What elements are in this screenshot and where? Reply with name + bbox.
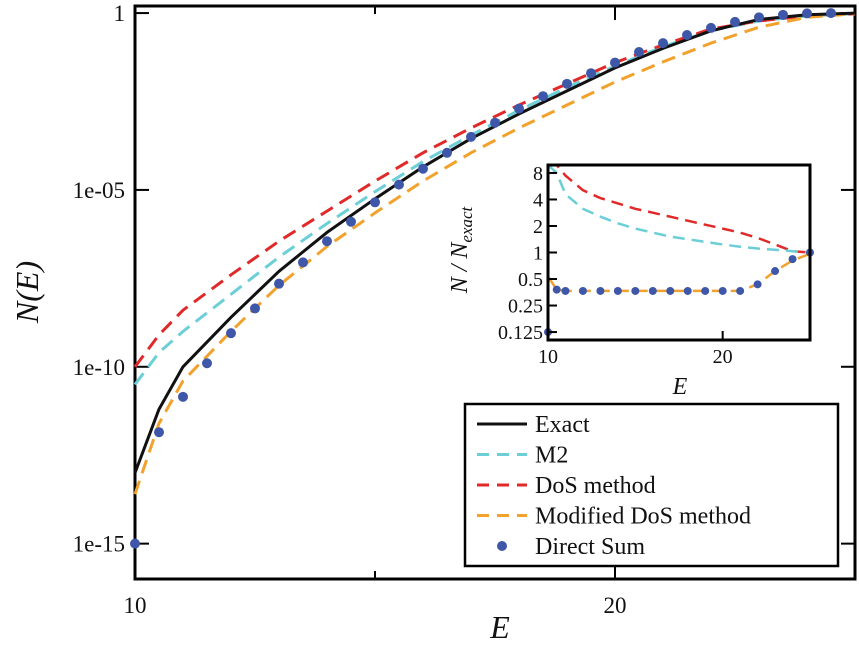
legend: Exact M2 DoS method Modified DoS method Dire… [477,412,751,560]
inset-direct-sum-point [753,280,762,289]
main-ytick-label-3: 1e-15 [73,532,125,557]
inset-direct-sum-point [788,255,797,264]
inset-xtick-label-1: 20 [713,346,733,368]
main-direct-sum-point [802,8,812,19]
legend-label-exact: Exact [535,412,590,438]
inset-direct-sum-point [701,286,710,295]
main-direct-sum-point [706,22,716,33]
legend-label-dos-method: DoS method [535,473,656,499]
main-direct-sum-point [370,197,380,208]
main-direct-sum-point [274,278,284,289]
main-direct-sum-point [682,30,692,41]
main-direct-sum-point [826,8,836,19]
main-direct-sum-point [130,538,140,549]
main-ylabel: N(E) [9,261,45,324]
inset-ytick-label-5: 0.25 [508,296,543,318]
inset-background [548,165,810,340]
inset-ytick-label-3: 1 [533,243,543,265]
main-direct-sum-point [514,103,524,114]
main-direct-sum-point [154,427,164,438]
inset-direct-sum-point [561,286,570,295]
main-direct-sum-point [178,391,188,402]
inset-direct-sum-point [596,286,605,295]
inset-direct-sum-point [648,286,657,295]
main-xtick-label-0: 10 [124,593,147,618]
inset-ytick-label-2: 2 [533,216,543,238]
main-series-modified-dos-method [133,12,856,495]
main-plot-frame [133,4,857,581]
main-ytick-label-1: 1e-05 [73,178,125,203]
main-direct-sum-point [754,12,764,23]
legend-marker-direct-sum [497,541,507,551]
main-direct-sum-point [346,216,356,227]
inset-markers-group [544,248,814,337]
inset-xlabel: E [672,374,688,400]
main-ytick-label-2: 1e-10 [73,355,125,380]
legend-label-modified-dos-method: Modified DoS method [535,504,751,530]
main-direct-sum-point [394,179,404,190]
main-direct-sum-point [466,131,476,142]
main-direct-sum-point [202,358,212,369]
inset-direct-sum-point [613,286,622,295]
main-direct-sum-point [490,117,500,128]
inset-direct-sum-point [631,286,640,295]
inset-series-m2 [547,164,811,254]
inset-direct-sum-point [552,285,561,294]
inset-direct-sum-point [578,286,587,295]
inset-series-dos-method [548,163,811,254]
main-direct-sum-point [298,257,308,268]
main-direct-sum-point [586,68,596,79]
inset-axes: 10 20 8 4 2 1 0.5 0.25 0.125 [498,163,733,368]
inset-ytick-label-4: 0.5 [518,269,543,291]
main-direct-sum-point [562,78,572,89]
legend-box [463,402,840,568]
inset-direct-sum-point [771,267,780,276]
main-xtick-label-1: 20 [604,593,627,618]
inset-ylabel: N / Nexact [447,205,476,294]
legend-label-direct-sum: Direct Sum [535,534,645,560]
main-direct-sum-point [226,328,236,339]
inset-direct-sum-point [666,286,675,295]
inset-direct-sum-point [718,286,727,295]
inset-series-group [546,163,811,293]
main-direct-sum-point [778,9,788,20]
legend-label-m2: M2 [535,443,568,469]
main-markers-group [130,8,836,549]
inset-direct-sum-point [736,286,745,295]
inset-ylabel-main: N / N [447,241,473,295]
main-direct-sum-point [634,46,644,57]
main-direct-sum-point [538,91,548,102]
inset-ylabel-sub: exact [457,205,476,242]
inset-direct-sum-point [683,286,692,295]
inset-ytick-label-1: 4 [533,189,543,211]
main-direct-sum-point [610,57,620,68]
main-ytick-label-0: 1 [114,1,126,26]
main-direct-sum-point [322,236,332,247]
inset-xtick-label-0: 10 [538,346,558,368]
inset-ytick-label-6: 0.125 [498,322,543,344]
main-direct-sum-point [730,16,740,27]
main-xlabel: E [489,609,510,645]
main-direct-sum-point [442,147,452,158]
main-direct-sum-point [418,163,428,174]
inset-ytick-label-0: 8 [533,163,543,185]
main-direct-sum-point [658,38,668,49]
main-direct-sum-point [250,303,260,314]
